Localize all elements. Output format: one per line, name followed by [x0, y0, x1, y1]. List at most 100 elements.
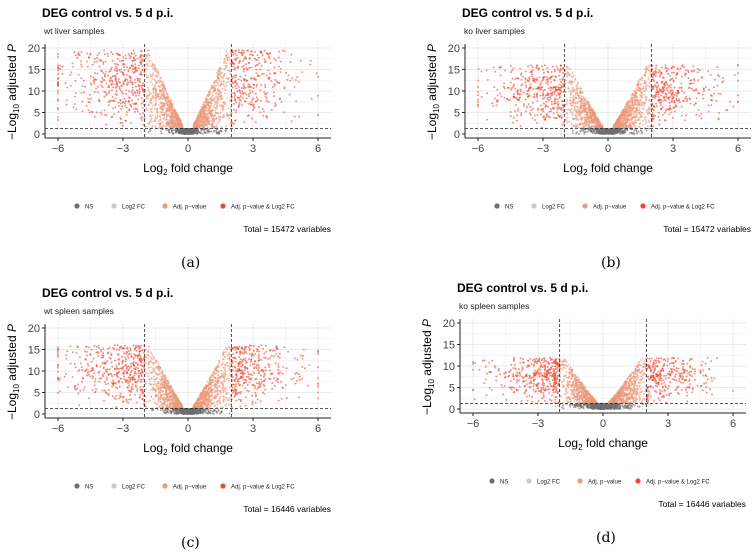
point-adjp-log2fc: [234, 94, 236, 96]
point-adjp: [162, 118, 164, 120]
point-adjp-log2fc: [110, 68, 112, 70]
point-adjp-log2fc: [255, 72, 257, 74]
point-adjp-log2fc: [273, 92, 275, 94]
point-adjp: [162, 109, 164, 111]
point-adjp-log2fc: [236, 88, 238, 90]
point-adjp-log2fc: [284, 50, 286, 52]
point-adjp: [151, 121, 153, 123]
point-adjp-log2fc: [95, 79, 97, 81]
point-adjp-log2fc: [235, 109, 237, 111]
point-adjp-log2fc: [65, 82, 67, 84]
point-adjp-log2fc: [239, 102, 241, 104]
point-adjp-log2fc: [243, 121, 245, 123]
point-adjp-log2fc: [477, 99, 479, 101]
point-adjp: [570, 94, 572, 96]
point-adjp-log2fc: [101, 113, 103, 115]
point-adjp-log2fc: [118, 102, 120, 104]
point-adjp: [199, 120, 201, 122]
point-adjp-log2fc: [122, 56, 124, 58]
point-adjp: [227, 108, 229, 110]
point-adjp-log2fc: [243, 69, 245, 71]
point-adjp: [566, 67, 568, 69]
point-adjp-log2fc: [717, 117, 719, 119]
point-adjp-log2fc: [101, 82, 103, 84]
point-adjp-log2fc: [128, 69, 130, 71]
point-adjp-log2fc: [260, 51, 262, 53]
point-adjp: [206, 113, 208, 115]
point-adjp-log2fc: [558, 106, 560, 108]
point-adjp-log2fc: [737, 101, 739, 103]
point-adjp: [162, 81, 164, 83]
point-adjp-log2fc: [256, 97, 258, 99]
point-adjp: [225, 125, 227, 127]
point-adjp: [224, 68, 226, 70]
point-adjp-log2fc: [125, 55, 127, 57]
point-adjp: [580, 89, 582, 91]
point-adjp-log2fc: [660, 91, 662, 93]
point-adjp-log2fc: [135, 82, 137, 84]
point-adjp: [588, 107, 590, 109]
point-adjp: [173, 108, 175, 110]
point-adjp: [215, 89, 217, 91]
point-adjp: [227, 115, 229, 117]
point-adjp-log2fc: [491, 102, 493, 104]
y-axis-label: −Log10 adjusted P: [5, 44, 21, 140]
point-adjp-log2fc: [238, 51, 240, 53]
gridlines: [45, 44, 331, 138]
point-adjp: [649, 107, 651, 109]
point-adjp-log2fc: [139, 57, 141, 59]
point-adjp-log2fc: [125, 89, 127, 91]
point-adjp-log2fc: [237, 96, 239, 98]
point-ns: [641, 132, 643, 134]
point-adjp-log2fc: [136, 89, 138, 91]
point-adjp-log2fc: [542, 98, 544, 100]
point-adjp: [214, 107, 216, 109]
point-adjp: [145, 74, 147, 76]
point-adjp-log2fc: [668, 99, 670, 101]
point-adjp-log2fc: [710, 99, 712, 101]
point-adjp: [645, 73, 647, 75]
point-adjp: [210, 115, 212, 117]
point-adjp-log2fc: [657, 116, 659, 118]
point-adjp: [204, 124, 206, 126]
point-adjp-log2fc: [92, 64, 94, 66]
point-adjp-log2fc: [124, 69, 126, 71]
point-adjp-log2fc: [123, 66, 125, 68]
point-adjp-log2fc: [525, 71, 527, 73]
point-adjp: [148, 54, 150, 56]
point-adjp: [207, 126, 209, 128]
point-adjp-log2fc: [529, 106, 531, 108]
point-adjp: [597, 120, 599, 122]
point-adjp: [193, 125, 195, 127]
point-adjp: [213, 105, 215, 107]
point-adjp-log2fc: [660, 102, 662, 104]
point-adjp-log2fc: [525, 81, 527, 83]
point-adjp: [221, 96, 223, 98]
point-adjp-log2fc: [275, 79, 277, 81]
point-adjp-log2fc: [665, 67, 667, 69]
point-adjp: [636, 114, 638, 116]
point-ns: [578, 133, 580, 135]
point-adjp: [170, 125, 172, 127]
point-adjp: [228, 78, 230, 80]
point-adjp-log2fc: [235, 49, 237, 51]
point-adjp-log2fc: [561, 117, 563, 119]
point-log2fc: [140, 131, 142, 133]
point-adjp: [165, 96, 167, 98]
point-adjp: [569, 97, 571, 99]
point-adjp: [211, 95, 213, 97]
point-adjp-log2fc: [520, 85, 522, 87]
point-adjp: [224, 89, 226, 91]
point-adjp-log2fc: [142, 82, 144, 84]
point-adjp: [213, 85, 215, 87]
point-adjp-log2fc: [696, 97, 698, 99]
point-adjp-log2fc: [251, 117, 253, 119]
point-adjp-log2fc: [252, 109, 254, 111]
point-adjp-log2fc: [142, 112, 144, 114]
legend-marker: [162, 203, 167, 208]
point-adjp-log2fc: [658, 124, 660, 126]
point-adjp-log2fc: [101, 77, 103, 79]
point-adjp-log2fc: [258, 57, 260, 59]
point-adjp: [206, 105, 208, 107]
point-adjp: [158, 98, 160, 100]
